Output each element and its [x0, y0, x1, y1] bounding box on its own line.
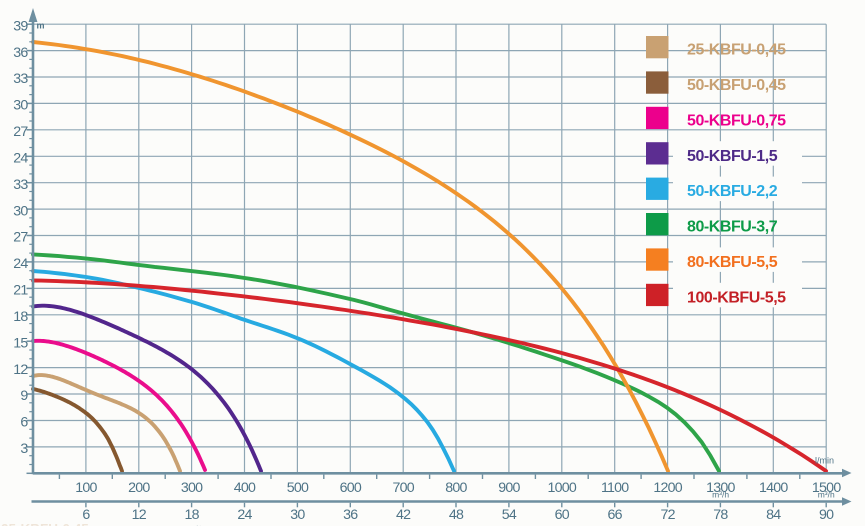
svg-text:48: 48: [449, 507, 464, 523]
svg-text:lt: lt: [196, 523, 203, 526]
svg-text:800: 800: [445, 480, 467, 496]
svg-text:30: 30: [290, 507, 305, 523]
svg-text:50-KBFU-0,75: 50-KBFU-0,75: [687, 112, 786, 129]
svg-text:30: 30: [13, 203, 28, 219]
svg-text:9: 9: [20, 388, 28, 404]
svg-text:33: 33: [13, 71, 28, 87]
svg-text:1500: 1500: [812, 480, 841, 496]
svg-text:12: 12: [132, 507, 147, 523]
svg-text:100-KBFU-5,5: 100-KBFU-5,5: [687, 289, 786, 306]
svg-text:18: 18: [184, 507, 199, 523]
svg-text:600: 600: [340, 480, 362, 496]
svg-text:6: 6: [82, 507, 90, 523]
svg-text:21: 21: [13, 283, 28, 299]
svg-text:36: 36: [343, 507, 358, 523]
svg-text:18: 18: [13, 309, 28, 325]
svg-text:72: 72: [660, 507, 675, 523]
svg-text:200: 200: [128, 480, 150, 496]
svg-text:50-KBFU-1,5: 50-KBFU-1,5: [687, 148, 778, 165]
svg-text:1300: 1300: [706, 480, 735, 496]
svg-text:1000: 1000: [548, 480, 577, 496]
svg-text:33: 33: [13, 177, 28, 193]
svg-text:100: 100: [75, 480, 97, 496]
svg-text:15: 15: [13, 335, 28, 351]
svg-text:25-KBFU-0,45: 25-KBFU-0,45: [1, 522, 89, 526]
svg-text:27: 27: [13, 124, 28, 140]
svg-text:78: 78: [713, 507, 728, 523]
svg-text:84: 84: [766, 507, 781, 523]
svg-text:1400: 1400: [759, 480, 788, 496]
svg-text:66: 66: [608, 507, 623, 523]
svg-text:6: 6: [20, 415, 28, 431]
svg-text:900: 900: [498, 480, 520, 496]
svg-text:400: 400: [234, 480, 256, 496]
svg-text:24: 24: [13, 256, 28, 272]
svg-text:3: 3: [20, 441, 28, 457]
svg-text:54: 54: [502, 507, 517, 523]
svg-text:m³/h: m³/h: [818, 490, 835, 500]
svg-text:m: m: [37, 21, 45, 31]
svg-text:500: 500: [287, 480, 309, 496]
svg-text:60: 60: [555, 507, 570, 523]
svg-text:39: 39: [13, 18, 28, 34]
svg-text:1100: 1100: [601, 480, 629, 496]
svg-text:30: 30: [13, 98, 28, 114]
svg-text:m³/h: m³/h: [712, 490, 729, 500]
svg-text:50-KBFU-0,45: 50-KBFU-0,45: [687, 77, 786, 94]
svg-text:24: 24: [237, 507, 252, 523]
svg-text:90: 90: [819, 507, 834, 523]
svg-text:24: 24: [13, 151, 28, 167]
svg-text:27: 27: [13, 230, 28, 246]
svg-text:50-KBFU-2,2: 50-KBFU-2,2: [687, 183, 778, 200]
svg-text:80-KBFU-5,5: 80-KBFU-5,5: [687, 254, 778, 271]
svg-text:l/min: l/min: [815, 456, 834, 466]
svg-text:42: 42: [396, 507, 411, 523]
svg-text:1200: 1200: [653, 480, 682, 496]
svg-text:36: 36: [13, 45, 28, 61]
svg-text:25-KBFU-0,45: 25-KBFU-0,45: [687, 42, 786, 59]
svg-text:700: 700: [392, 480, 414, 496]
svg-text:300: 300: [181, 480, 203, 496]
svg-text:12: 12: [13, 362, 28, 378]
svg-text:80-KBFU-3,7: 80-KBFU-3,7: [687, 219, 778, 236]
